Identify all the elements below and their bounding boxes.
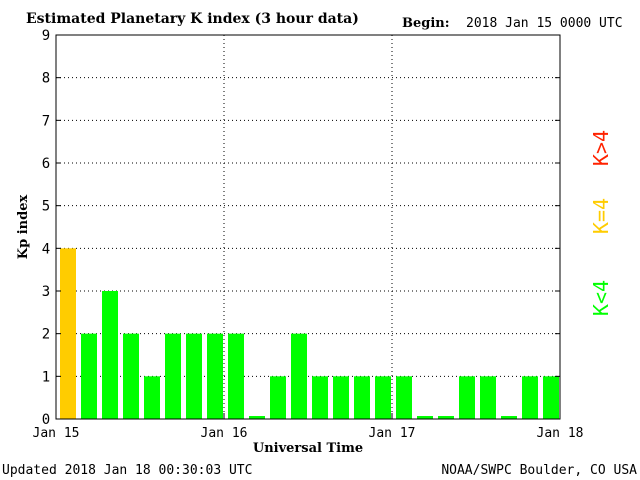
kp-bar [543,376,559,419]
legend-k-greater-4: K>4 [589,130,613,166]
kp-bar [396,376,412,419]
kp-bar [60,248,76,419]
y-tick-label: 9 [42,28,50,44]
kp-bar [228,333,244,419]
y-tick-label: 4 [42,241,50,257]
chart-title: Estimated Planetary K index (3 hour data… [26,11,359,27]
kp-bar [123,333,139,419]
kp-bar [186,333,202,419]
y-tick-label: 8 [42,71,50,87]
x-axis-ticks: Jan 15 Jan 16 Jan 17 Jan 18 [33,413,584,441]
y-tick-label: 2 [42,327,50,343]
x-tick-label: Jan 16 [201,426,248,441]
updated-timestamp: Updated 2018 Jan 18 00:30:03 UTC [2,463,252,478]
plot-frame [55,34,561,420]
kp-bar [312,376,328,419]
kp-bar [459,376,475,419]
y-axis-label: Kp index [16,195,31,260]
legend: K<4 K=4 K>4 [589,130,613,316]
y-tick-label: 1 [42,369,50,385]
kp-bar [270,376,286,419]
begin-label: Begin: [402,16,450,31]
y-tick-label: 6 [42,156,50,172]
kp-bar [249,416,265,419]
kp-bar [165,333,181,419]
x-tick-label: Jan 18 [537,426,584,441]
y-tick-label: 5 [42,199,50,215]
kp-bar [438,416,454,419]
bars [60,248,559,419]
kp-bar [102,291,118,419]
credit-text: NOAA/SWPC Boulder, CO USA [441,463,637,478]
kp-bar [417,416,433,419]
y-tick-label: 7 [42,113,50,129]
legend-k-equal-4: K=4 [589,198,613,234]
kp-bar [144,376,160,419]
y-axis-ticks: 0 1 2 3 4 5 6 7 8 9 [42,28,560,428]
kp-bar [207,333,223,419]
kp-bar [81,333,97,419]
kp-bar [480,376,496,419]
y-tick-label: 3 [42,284,50,300]
x-tick-label: Jan 15 [33,426,80,441]
kp-bar [522,376,538,419]
x-tick-label: Jan 17 [369,426,416,441]
kp-bar [291,333,307,419]
kp-bar [375,376,391,419]
kp-bar [501,416,517,419]
kp-bar [333,376,349,419]
kp-bar [354,376,370,419]
gridlines [56,35,560,419]
legend-k-less-4: K<4 [589,280,613,316]
y-tick-label: 0 [42,412,50,428]
x-axis-label: Universal Time [253,441,363,456]
begin-value: 2018 Jan 15 0000 UTC [466,16,623,31]
